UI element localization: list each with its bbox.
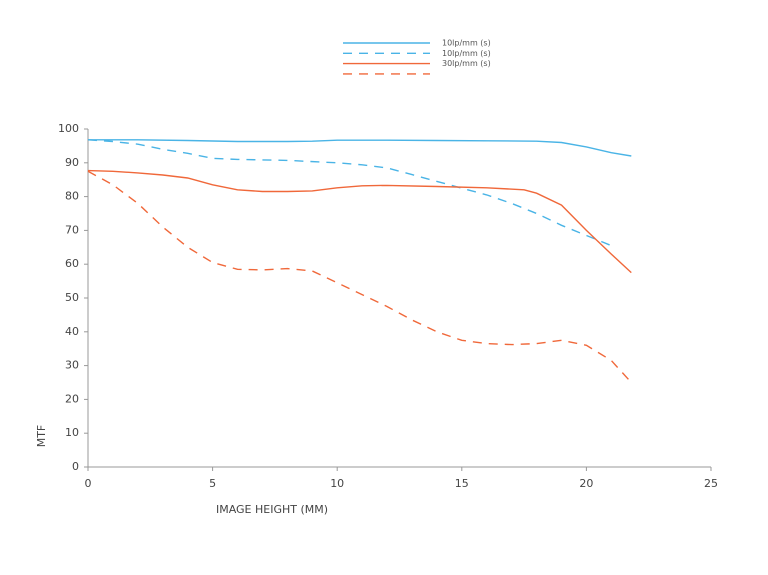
y-tick-label: 50	[65, 291, 79, 304]
y-tick-label: 40	[65, 325, 79, 338]
y-tick-label: 70	[65, 223, 79, 236]
y-tick-label: 80	[65, 190, 79, 203]
legend-label: 10lp/mm (s)	[442, 39, 491, 48]
x-tick-label: 25	[704, 477, 718, 490]
line	[87, 139, 612, 247]
legend-label: 30lp/mm (s)	[442, 59, 491, 68]
y-tick-label: 100	[58, 122, 79, 135]
x-tick-label: 15	[455, 477, 469, 490]
y-tick-label: 90	[65, 156, 79, 169]
y-tick-label: 10	[65, 426, 79, 439]
x-tick-label: 10	[330, 477, 344, 490]
y-axis-label: MTF	[35, 425, 48, 448]
x-tick-label: 20	[579, 477, 593, 490]
x-tick-label: 5	[209, 477, 216, 490]
legend-label: 10lp/mm (s)	[442, 49, 491, 58]
y-tick-label: 0	[72, 460, 79, 473]
line	[87, 169, 632, 274]
x-axis-label: IMAGE HEIGHT (MM)	[216, 503, 328, 516]
line	[88, 139, 632, 157]
line	[87, 170, 632, 383]
x-tick-label: 0	[85, 477, 92, 490]
y-tick-label: 20	[65, 392, 79, 405]
y-tick-label: 60	[65, 257, 79, 270]
y-tick-label: 30	[65, 359, 79, 372]
